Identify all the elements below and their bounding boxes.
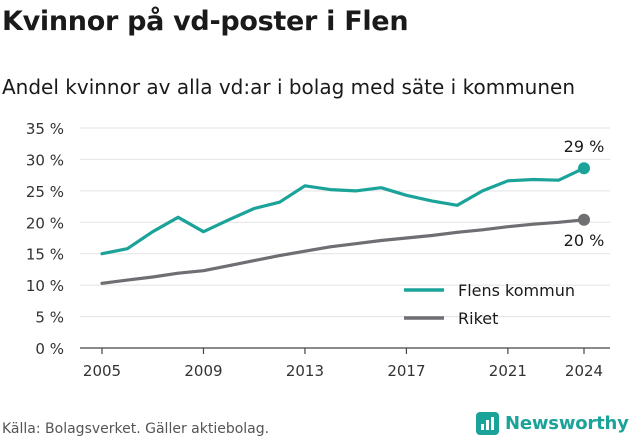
x-tick-label: 2021	[489, 362, 527, 380]
y-tick-label: 10 %	[26, 277, 64, 295]
series-end-point	[578, 162, 590, 175]
series-line-flen	[100, 166, 586, 256]
brand-name: Newsworthy	[505, 412, 629, 434]
series-end-point	[578, 213, 590, 226]
chart-title: Kvinnor på vd-poster i Flen	[2, 6, 409, 37]
bar-chart-logo-icon	[476, 411, 499, 435]
series-line-riket	[100, 218, 586, 285]
y-tick-label: 20 %	[26, 214, 64, 232]
y-tick-label: 5 %	[35, 309, 64, 327]
y-tick-label: 25 %	[26, 183, 64, 201]
x-tick-label: 2005	[83, 362, 121, 380]
y-tick-label: 15 %	[26, 246, 64, 264]
x-tick-label: 2017	[387, 362, 425, 380]
legend-label: Flens kommun	[458, 281, 575, 300]
end-value-label: 29 %	[564, 137, 605, 156]
x-tick-label: 2009	[184, 362, 222, 380]
source-note: Källa: Bolagsverket. Gäller aktiebolag.	[2, 421, 270, 437]
x-tick-label: 2013	[286, 362, 324, 380]
line-chart: 0 % 5 % 10 % 15 % 20 % 25 % 30 % 35 % 2005 2009 20…	[26, 120, 610, 380]
x-tick-label: 2024	[565, 362, 603, 380]
y-tick-label: 0 %	[35, 340, 64, 358]
y-tick-label: 30 %	[26, 151, 64, 169]
legend-label: Riket	[458, 309, 498, 328]
y-tick-label: 35 %	[26, 120, 64, 138]
chart-subtitle: Andel kvinnor av alla vd:ar i bolag med …	[2, 75, 575, 99]
end-value-label: 20 %	[564, 231, 605, 250]
brand-logo: Newsworthy	[476, 407, 629, 439]
